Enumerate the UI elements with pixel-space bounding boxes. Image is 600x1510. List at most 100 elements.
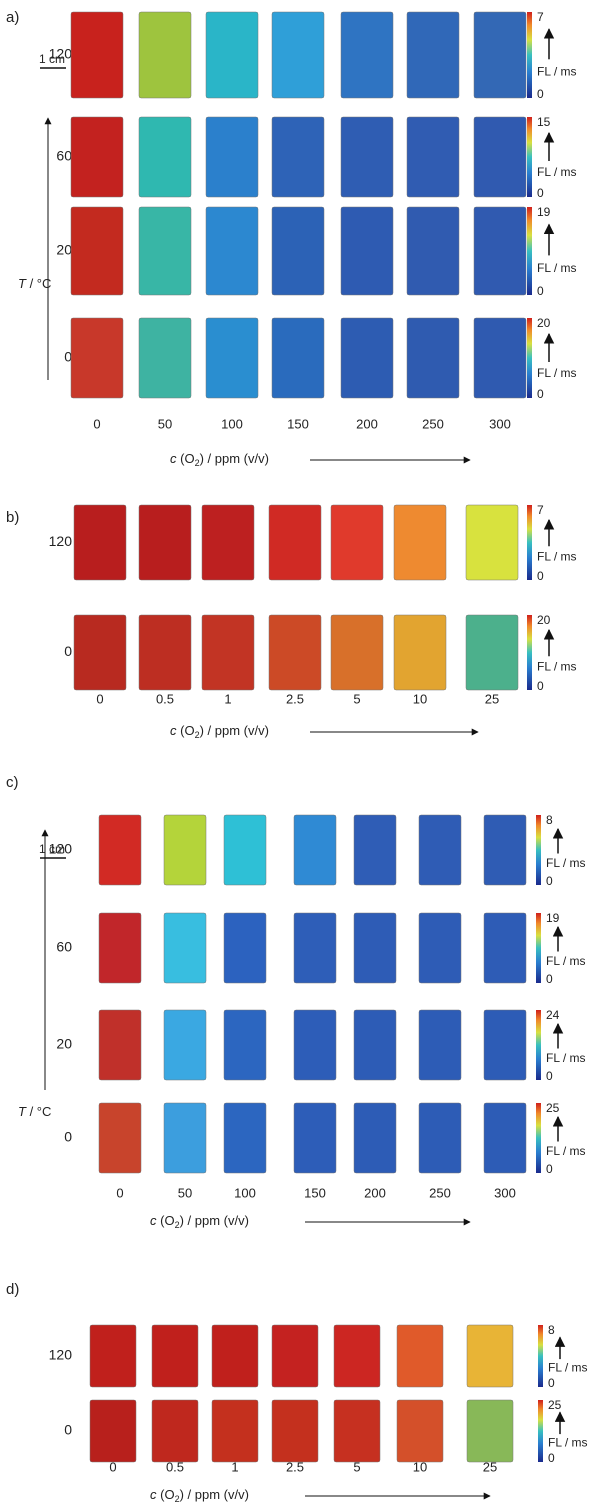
sensor-tile <box>294 1103 336 1173</box>
sensor-tile <box>407 207 459 295</box>
colorbar <box>538 1325 543 1387</box>
panel-label: a) <box>6 9 19 26</box>
sensor-tile <box>206 318 258 398</box>
colorbar-min: 0 <box>537 186 544 200</box>
x-category: 5 <box>353 1459 360 1474</box>
sensor-tile <box>71 117 123 197</box>
sensor-tile <box>397 1400 443 1462</box>
sensor-tile <box>394 615 446 690</box>
sensor-tile <box>139 12 191 98</box>
x-category: 10 <box>413 691 427 706</box>
x-category: 0 <box>109 1459 116 1474</box>
sensor-tile <box>407 12 459 98</box>
sensor-tile <box>484 913 526 983</box>
colorbar-min: 0 <box>548 1451 555 1465</box>
row-label: 0 <box>64 643 72 659</box>
sensor-tile <box>164 1010 206 1080</box>
x-category: 100 <box>234 1185 256 1200</box>
sensor-tile <box>74 505 126 580</box>
x-category: 200 <box>356 416 378 431</box>
row-label: 60 <box>56 939 72 955</box>
colorbar-max: 25 <box>548 1398 562 1412</box>
x-category: 0 <box>116 1185 123 1200</box>
sensor-tile <box>202 615 254 690</box>
sensor-tile <box>139 615 191 690</box>
x-category: 50 <box>178 1185 192 1200</box>
sensor-tile <box>407 117 459 197</box>
colorbar-unit: FL / ms <box>546 1051 586 1065</box>
colorbar-min: 0 <box>537 387 544 401</box>
colorbar-unit: FL / ms <box>537 550 577 564</box>
sensor-tile <box>74 615 126 690</box>
x-category: 300 <box>489 416 511 431</box>
sensor-tile <box>164 815 206 885</box>
x-category: 0.5 <box>166 1459 184 1474</box>
colorbar-min: 0 <box>537 569 544 583</box>
sensor-tile <box>341 12 393 98</box>
sensor-tile <box>484 1103 526 1173</box>
x-category: 100 <box>221 416 243 431</box>
y-axis-label: T / °C <box>18 1104 51 1119</box>
sensor-tile <box>99 1103 141 1173</box>
scale-bar-label: 1 cm <box>39 842 65 856</box>
colorbar <box>538 1400 543 1462</box>
sensor-tile <box>397 1325 443 1387</box>
sensor-tile <box>341 318 393 398</box>
sensor-tile <box>269 615 321 690</box>
colorbar-max: 15 <box>537 115 551 129</box>
sensor-tile <box>354 1103 396 1173</box>
y-axis-label: T / °C <box>18 276 51 291</box>
sensor-tile <box>206 117 258 197</box>
colorbar-max: 8 <box>546 813 553 827</box>
sensor-tile <box>206 12 258 98</box>
sensor-tile <box>466 505 518 580</box>
x-category: 25 <box>485 691 499 706</box>
colorbar-max: 20 <box>537 316 551 330</box>
sensor-tile <box>334 1400 380 1462</box>
sensor-tile <box>71 12 123 98</box>
colorbar-unit: FL / ms <box>537 165 577 179</box>
colorbar-min: 0 <box>546 1069 553 1083</box>
sensor-tile <box>71 318 123 398</box>
x-category: 300 <box>494 1185 516 1200</box>
colorbar <box>536 1103 541 1173</box>
x-category: 200 <box>364 1185 386 1200</box>
colorbar-unit: FL / ms <box>537 660 577 674</box>
figure: a)1207FL / ms06015FL / ms02019FL / ms002… <box>0 0 600 1510</box>
colorbar-max: 25 <box>546 1101 560 1115</box>
sensor-tile <box>354 1010 396 1080</box>
colorbar-unit: FL / ms <box>546 856 586 870</box>
sensor-tile <box>152 1325 198 1387</box>
colorbar-unit: FL / ms <box>548 1361 588 1375</box>
sensor-tile <box>224 913 266 983</box>
panel-label: b) <box>6 509 19 526</box>
sensor-tile <box>407 318 459 398</box>
colorbar-min: 0 <box>546 874 553 888</box>
sensor-tile <box>224 815 266 885</box>
colorbar-min: 0 <box>548 1376 555 1390</box>
sensor-tile <box>99 1010 141 1080</box>
sensor-tile <box>294 913 336 983</box>
sensor-tile <box>294 1010 336 1080</box>
sensor-tile <box>419 913 461 983</box>
sensor-tile <box>152 1400 198 1462</box>
sensor-tile <box>466 615 518 690</box>
colorbar-unit: FL / ms <box>537 64 577 78</box>
colorbar-max: 20 <box>537 613 551 627</box>
sensor-tile <box>474 12 526 98</box>
scale-bar-label: 1 cm <box>39 52 65 66</box>
sensor-tile <box>212 1325 258 1387</box>
x-category: 10 <box>413 1459 427 1474</box>
sensor-tile <box>341 207 393 295</box>
row-label: 60 <box>56 148 72 164</box>
sensor-tile <box>164 1103 206 1173</box>
x-category: 150 <box>304 1185 326 1200</box>
sensor-tile <box>419 1103 461 1173</box>
x-category: 5 <box>353 691 360 706</box>
axis-text: ) / ppm (v/v) <box>200 723 269 738</box>
sensor-tile <box>206 207 258 295</box>
colorbar <box>527 117 532 197</box>
axis-text: (O <box>157 1213 175 1228</box>
sensor-tile <box>272 1325 318 1387</box>
sensor-tile <box>71 207 123 295</box>
